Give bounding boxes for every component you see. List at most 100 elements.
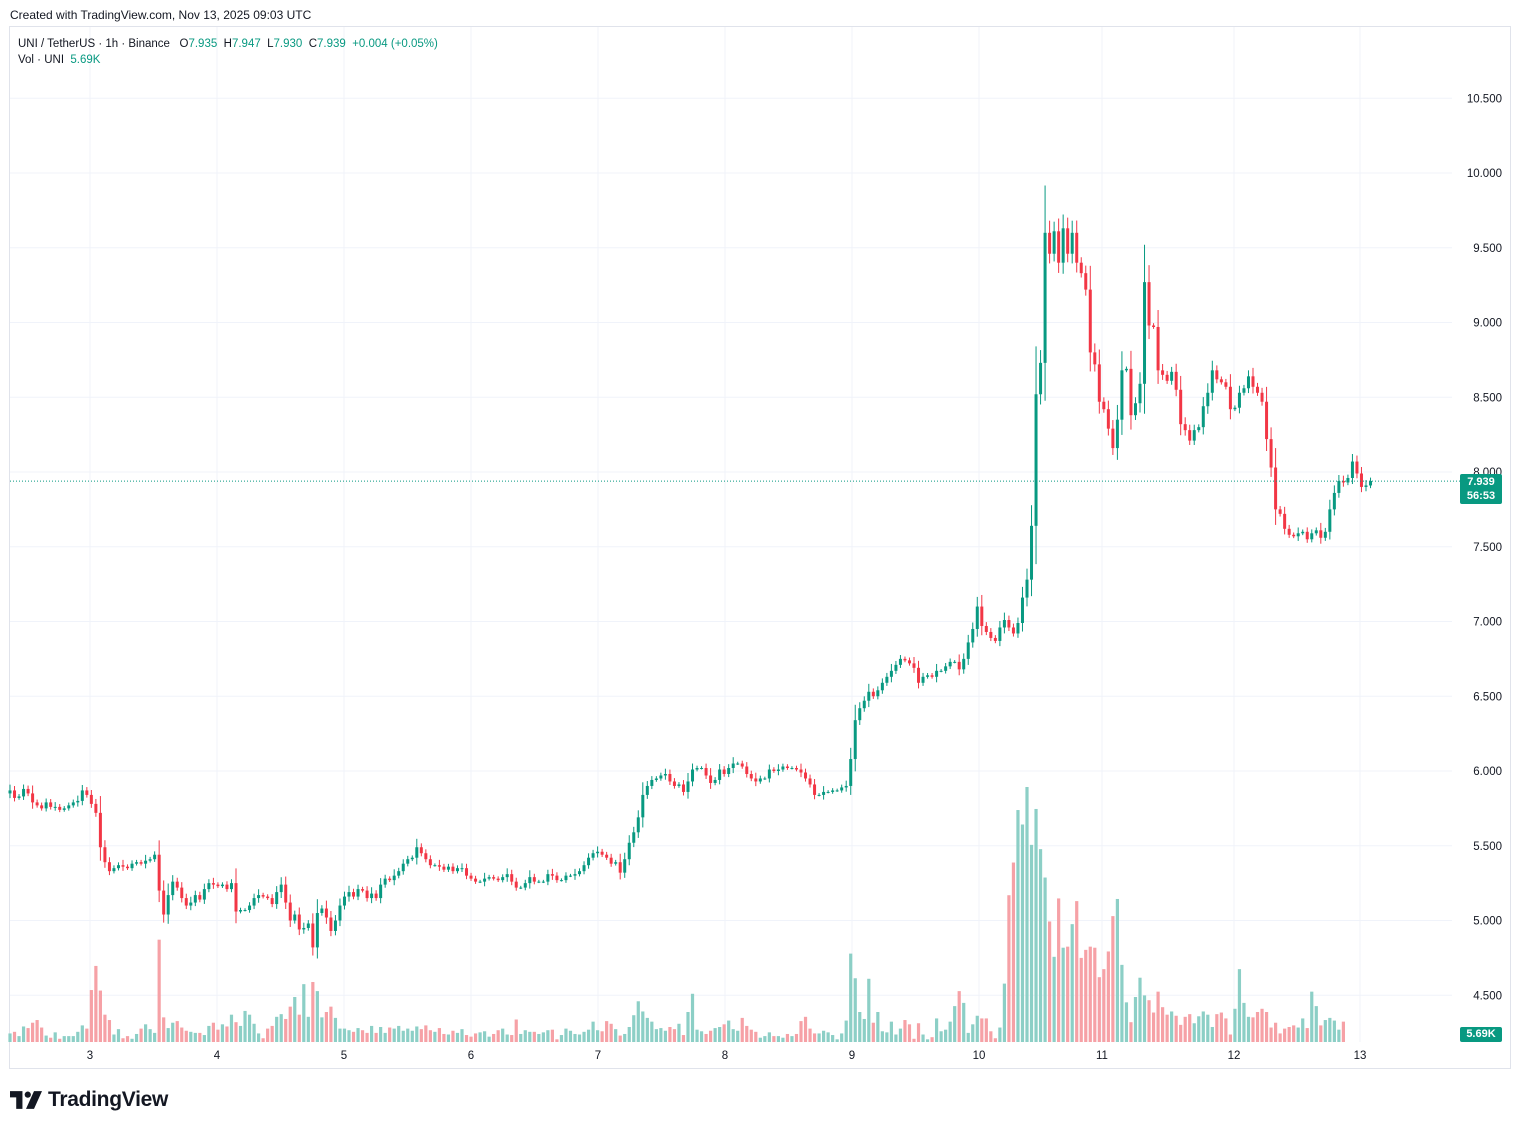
volume-bar: [844, 1020, 848, 1042]
volume-bar: [446, 1034, 451, 1042]
volume-bar: [586, 1029, 591, 1042]
candle-body: [686, 781, 690, 792]
candle-body: [537, 881, 541, 883]
volume-bar: [401, 1030, 405, 1042]
candle-body: [1301, 531, 1305, 534]
volume-bar: [279, 1014, 283, 1042]
volume-bar: [858, 1012, 862, 1042]
volume-bar: [1310, 991, 1314, 1042]
legend-volume-value: 5.69K: [70, 54, 101, 66]
candle-body: [126, 866, 130, 869]
volume-bar: [935, 1018, 939, 1042]
candle-body: [103, 847, 107, 863]
candle-body: [1355, 461, 1359, 474]
volume-bar: [1151, 1012, 1156, 1042]
volume-bar: [921, 1034, 925, 1042]
volume-bar: [284, 1018, 288, 1042]
candle-body: [953, 661, 957, 663]
volume-bar: [433, 1031, 437, 1042]
candle-body: [424, 853, 428, 860]
volume-bar: [546, 1030, 550, 1042]
volume-bar: [993, 1038, 997, 1042]
tradingview-brand[interactable]: TradingView: [10, 1088, 168, 1112]
candle-body: [1219, 379, 1223, 383]
candle-body: [691, 769, 695, 782]
volume-bar: [442, 1033, 446, 1042]
candle-body: [1183, 424, 1187, 431]
volume-bar: [790, 1036, 794, 1042]
candle-body: [1233, 407, 1237, 410]
legend-high-label: H: [223, 38, 232, 50]
candle-body: [1341, 480, 1345, 483]
candle-body: [831, 790, 835, 792]
x-tick-label: 7: [595, 1050, 601, 1062]
candle-body: [822, 791, 826, 795]
volume-bar: [1043, 877, 1047, 1042]
candle-body: [514, 881, 518, 888]
candle-body: [112, 868, 116, 872]
volume-bar: [853, 978, 857, 1042]
volume-bar: [85, 1028, 89, 1042]
volume-bar: [270, 1025, 274, 1042]
volume-bar: [1323, 1020, 1327, 1042]
candle-body: [17, 796, 21, 798]
candle-body: [31, 793, 35, 803]
volume-bar: [234, 1022, 238, 1042]
volume-bar: [356, 1028, 360, 1042]
candle-body: [880, 682, 884, 691]
candle-body: [415, 847, 419, 858]
x-tick-label: 4: [214, 1050, 221, 1062]
volume-bar: [799, 1021, 803, 1042]
volume-bar: [781, 1037, 785, 1042]
volume-bar: [1020, 824, 1025, 1042]
volume-bar: [252, 1023, 256, 1042]
candle-body: [907, 660, 911, 664]
volume-bar: [944, 1029, 948, 1042]
candle-body: [1296, 533, 1300, 537]
volume-bar: [971, 1024, 975, 1042]
candle-body: [1246, 376, 1250, 389]
volume-bar: [1129, 1022, 1133, 1042]
volume-bar: [1161, 1007, 1165, 1042]
candle-body: [1314, 530, 1318, 534]
candle-body: [107, 862, 111, 872]
candle-body: [180, 887, 184, 899]
volume-bar: [125, 1036, 130, 1042]
volume-bar: [166, 1028, 170, 1042]
volume-bar: [329, 1006, 333, 1042]
candle-body: [505, 874, 509, 878]
candle-body: [1292, 534, 1296, 537]
candle-body: [211, 883, 215, 885]
volume-bar: [1219, 1012, 1223, 1042]
candle-body: [844, 785, 848, 788]
volume-bar: [889, 1021, 893, 1042]
y-axis-labels: 4.5005.0005.5006.0006.5007.0007.5008.000…: [1467, 93, 1502, 1002]
volume-bar: [351, 1031, 356, 1042]
candle-body: [1319, 530, 1323, 538]
volume-bar: [180, 1027, 184, 1042]
candle-body: [541, 881, 545, 883]
volume-bar: [709, 1030, 713, 1042]
candle-body: [1161, 370, 1165, 375]
candle-body: [1337, 480, 1341, 493]
candle-body: [1170, 371, 1174, 381]
candle-body: [437, 865, 441, 867]
volume-bar: [80, 1025, 84, 1042]
candle-body: [1152, 325, 1156, 327]
candle-body: [636, 817, 640, 833]
volume-bar: [840, 1033, 844, 1042]
candle-body: [1066, 228, 1070, 254]
volume-bar: [365, 1032, 369, 1042]
volume-bar: [1052, 956, 1056, 1042]
candle-body: [677, 784, 681, 786]
volume-bar: [532, 1031, 536, 1042]
volume-bar: [989, 1031, 993, 1042]
candle-body: [483, 878, 487, 882]
volume-bar: [76, 1031, 80, 1042]
volume-bar: [1120, 964, 1124, 1042]
candle-body: [474, 878, 478, 882]
candle-body: [1070, 232, 1074, 254]
volume-bar: [302, 984, 306, 1042]
volume-bar: [44, 1035, 48, 1042]
